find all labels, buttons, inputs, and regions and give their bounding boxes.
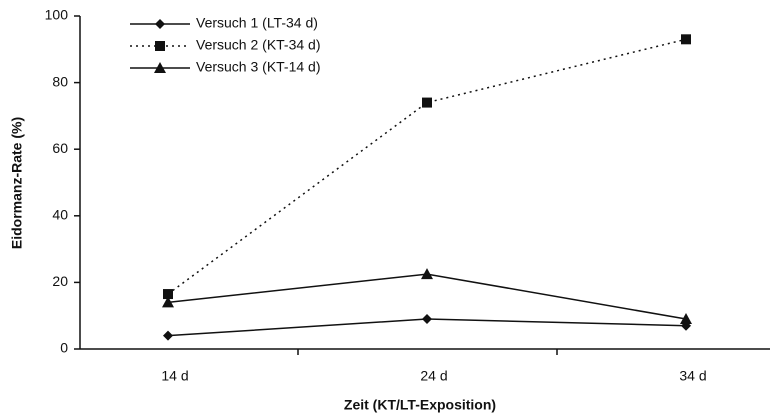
marker — [162, 296, 174, 308]
legend-label: Versuch 1 (LT-34 d) — [196, 15, 318, 31]
y-tick-label: 0 — [60, 340, 68, 356]
x-tick-label: 24 d — [420, 368, 447, 384]
marker — [681, 34, 691, 45]
legend-label: Versuch 3 (KT-14 d) — [196, 59, 321, 75]
y-tick-label: 80 — [52, 73, 68, 89]
marker — [422, 97, 432, 108]
y-tick-label: 60 — [52, 140, 68, 156]
x-tick-label: 14 d — [161, 368, 188, 384]
y-tick-label: 100 — [45, 7, 69, 23]
marker — [163, 289, 173, 300]
series-line — [167, 273, 687, 320]
marker — [421, 268, 433, 280]
y-tick-label: 20 — [52, 273, 68, 289]
x-tick-label: 34 d — [679, 368, 706, 384]
y-tick-label: 40 — [52, 207, 68, 223]
legend-label: Versuch 2 (KT-34 d) — [196, 37, 321, 53]
y-axis-title: Eidormanz-Rate (%) — [9, 117, 25, 249]
marker — [155, 19, 165, 29]
marker — [680, 313, 692, 325]
series-line — [167, 38, 687, 295]
marker — [422, 314, 432, 325]
marker — [154, 62, 166, 73]
marker — [163, 330, 173, 341]
marker — [155, 41, 165, 51]
x-axis-title: Zeit (KT/LT-Exposition) — [344, 397, 496, 413]
